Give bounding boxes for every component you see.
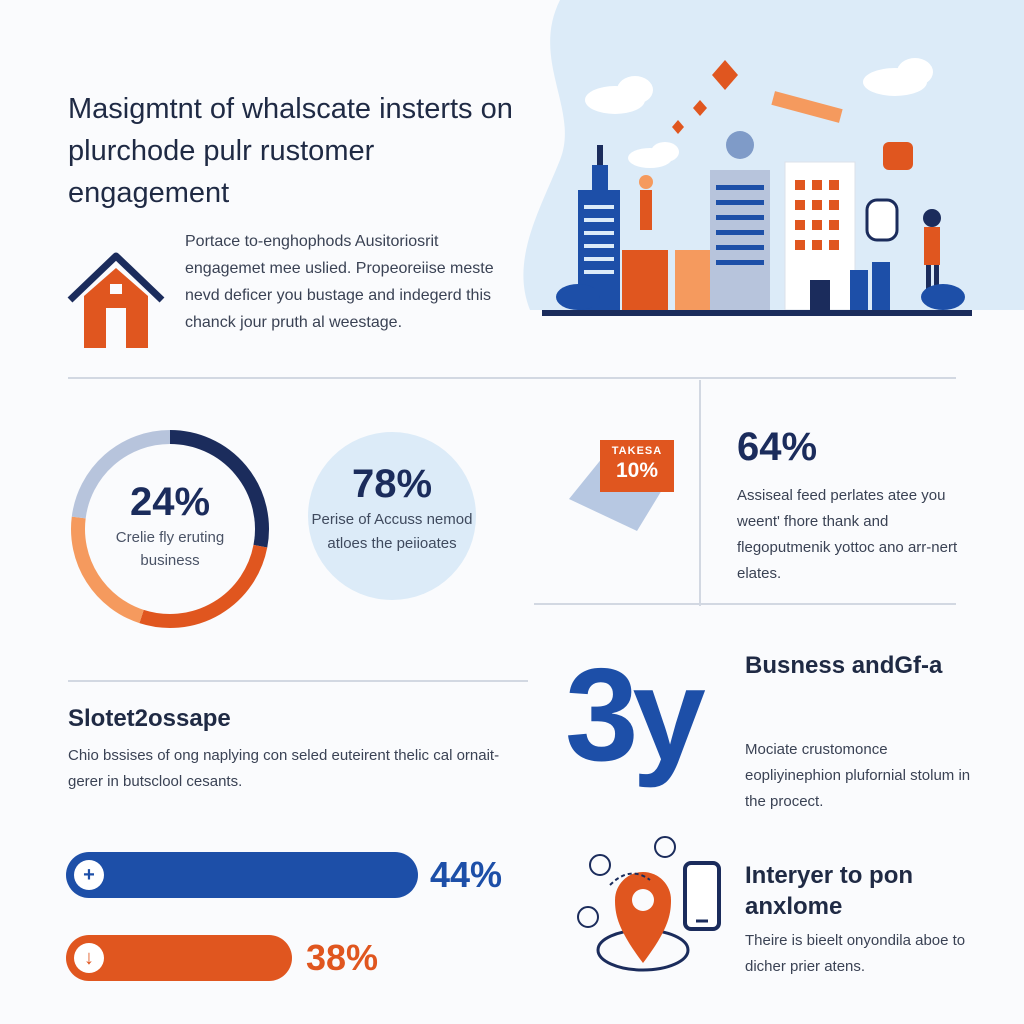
section-text: Chio bssises of ong naplying con seled e…: [68, 747, 500, 790]
badge-caption: TAKESA: [611, 445, 663, 457]
divider: [534, 603, 956, 605]
donut-segment: [139, 544, 268, 628]
stat-bubble: [308, 432, 476, 600]
house-icon: [67, 252, 165, 348]
page-title: Masigmtnt of whalscate insterts on plurc…: [68, 93, 513, 209]
city-illustration: [523, 0, 1024, 316]
donut-center: 24% Crelie fly eruting business: [95, 478, 245, 572]
donut-segment: [169, 430, 269, 548]
bubble-label: Perise of Accuss nemod atloes the peiioa…: [311, 511, 473, 552]
progress-value-44: 44%: [430, 854, 503, 895]
progress-bar-38: ↓: [66, 935, 292, 981]
bubble-content: 78% Perise of Accuss nemod atloes the pe…: [308, 460, 476, 556]
interyer-title: Interyer to pon anxlome: [745, 862, 914, 920]
donut-chart: [71, 430, 269, 628]
location-pin-icon: [577, 836, 690, 972]
badge-value: 10%: [615, 459, 659, 482]
divider: [68, 377, 956, 379]
business-title: Busness andGf-a: [745, 652, 943, 679]
intro-text: Portace to-enghophods Ausitoriosrit enga…: [185, 233, 494, 331]
donut-segment: [71, 430, 171, 519]
stat-badge: TAKESA 10%: [600, 440, 674, 492]
progress-bar-44: +: [66, 852, 418, 898]
stat-64-value: 64%: [737, 425, 818, 469]
business-text: Mociate crustomonce eopliyinephion plufo…: [745, 741, 971, 810]
bubble-value: 78%: [351, 462, 433, 506]
donut-segment: [71, 516, 144, 624]
smartphone-icon: [683, 861, 721, 931]
divider: [699, 380, 701, 606]
stat-64-text: Assiseal feed perlates atee you weent' f…: [737, 487, 958, 582]
divider: [68, 680, 528, 682]
interyer-text: Theire is bieelt onyondila aboe to diche…: [745, 932, 966, 975]
section-title: Slotet2ossape: [68, 705, 231, 732]
progress-value-38: 38%: [306, 937, 379, 978]
donut-value: 24%: [129, 480, 211, 524]
big-stat: 3y: [565, 641, 706, 788]
arrow-down-icon: ↓: [74, 943, 104, 973]
donut-label: Crelie fly eruting business: [115, 529, 225, 569]
plus-icon: +: [74, 860, 104, 890]
